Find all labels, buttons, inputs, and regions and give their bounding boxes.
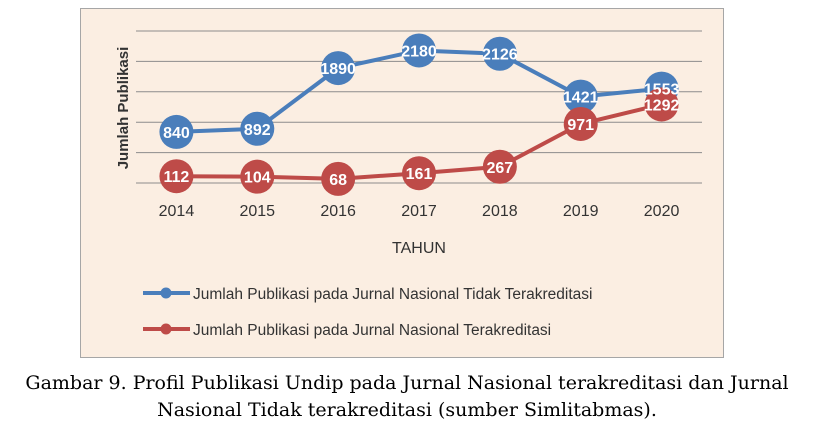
x-tick-label: 2019	[563, 203, 599, 220]
legend-marker	[160, 323, 172, 335]
x-tick-label: 2014	[159, 203, 195, 220]
data-label: 1553	[644, 82, 680, 99]
data-point-marker	[321, 51, 356, 86]
data-point-marker	[402, 33, 436, 68]
data-label: 104	[244, 170, 271, 187]
data-label: 2126	[482, 47, 518, 64]
legend-label: Jumlah Publikasi pada Jurnal Nasional Te…	[193, 322, 551, 339]
caption-line-2: Nasional Tidak terakreditasi (sumber Sim…	[157, 399, 657, 421]
data-label: 2180	[401, 43, 437, 60]
y-axis-label: Jumlah Publikasi	[115, 47, 132, 170]
data-point-marker	[159, 114, 194, 149]
data-label: 1890	[320, 61, 356, 78]
x-tick-label: 2018	[482, 203, 518, 220]
data-point-marker	[482, 149, 517, 184]
data-label: 971	[567, 117, 594, 134]
x-tick-label: 2020	[644, 203, 680, 220]
data-point-marker	[159, 159, 194, 194]
data-point-marker	[563, 79, 598, 114]
x-tick-labels: 2014 2015 2016 2017 2018 2019 2020	[159, 203, 680, 220]
data-point-marker	[644, 87, 679, 122]
data-label: 840	[163, 125, 190, 142]
data-label: 1421	[563, 90, 599, 107]
data-point-marker	[563, 106, 598, 141]
x-tick-label: 2016	[320, 203, 356, 220]
data-point-marker	[240, 159, 275, 194]
data-label: 112	[164, 169, 190, 186]
x-tick-label: 2015	[239, 203, 275, 220]
x-axis-label: TAHUN	[392, 240, 446, 257]
data-label: 1292	[644, 97, 680, 114]
legend: Jumlah Publikasi pada Jurnal Nasional Ti…	[143, 286, 592, 339]
data-label: 267	[487, 160, 514, 177]
figure-caption: Gambar 9. Profil Publikasi Undip pada Ju…	[0, 370, 814, 424]
legend-marker	[160, 287, 172, 299]
data-point-marker	[402, 156, 436, 191]
data-label: 892	[244, 122, 271, 139]
x-tick-label: 2017	[401, 203, 437, 220]
data-point-marker	[482, 36, 517, 71]
data-label: 161	[406, 166, 433, 183]
data-point-marker	[240, 111, 275, 146]
series-layer: 840 892 1890 2180 2126 1421 1553 112 104 68 161 267…	[159, 33, 680, 196]
caption-line-1: Gambar 9. Profil Publikasi Undip pada Ju…	[25, 372, 789, 394]
data-point-marker	[321, 161, 356, 196]
legend-label: Jumlah Publikasi pada Jurnal Nasional Ti…	[193, 286, 592, 303]
data-label: 68	[329, 172, 347, 189]
